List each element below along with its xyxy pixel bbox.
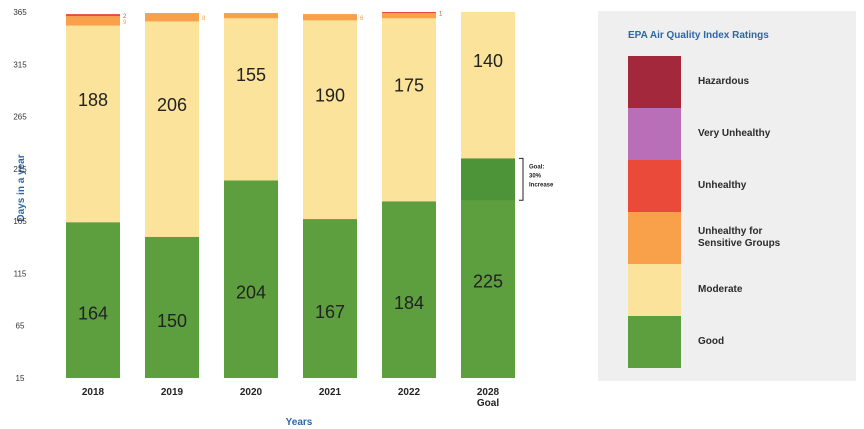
bar-segment <box>382 18 436 202</box>
bar-segment <box>382 12 436 14</box>
small-data-label: 8 <box>202 16 206 22</box>
annotation-text: 30% <box>529 173 542 179</box>
bar-segment <box>224 18 278 181</box>
y-tick-label: 15 <box>16 374 25 383</box>
bar-segment <box>145 21 199 237</box>
bar-segment <box>66 16 120 26</box>
bar-segment <box>66 25 120 223</box>
legend-label: Hazardous <box>698 75 750 87</box>
data-label: 184 <box>394 293 424 313</box>
bars: 164 188 92 150 206 8 204 155 167 190 6 184 175 1 225 14… <box>66 12 515 378</box>
goal-annotation: Goal: 30% Increase <box>519 157 554 201</box>
small-data-label: 1 <box>439 12 443 18</box>
data-label: 150 <box>157 311 187 331</box>
bar-segment <box>145 13 199 22</box>
legend-title: EPA Air Quality Index Ratings <box>628 30 769 41</box>
legend-item-unhealthy: Unhealthy <box>628 160 848 212</box>
legend-swatch <box>628 160 681 212</box>
x-tick-label: 2022 <box>398 387 421 398</box>
y-tick-label: 215 <box>13 165 27 174</box>
bar-segment <box>66 222 120 378</box>
legend-swatch <box>628 56 681 108</box>
data-label: 204 <box>236 283 266 303</box>
data-label: 188 <box>78 90 108 110</box>
bar-segment <box>382 13 436 19</box>
y-axis-ticks: 15 65 115 165 215 265 315 365 <box>13 8 27 383</box>
small-data-label: 2 <box>123 14 127 20</box>
x-tick-label: 2019 <box>161 387 184 398</box>
legend-label: Moderate <box>698 283 743 295</box>
legend-label: Very Unhealthy <box>698 127 771 139</box>
data-label: 140 <box>473 51 503 71</box>
legend-panel: EPA Air Quality Index Ratings Hazardous … <box>598 11 856 381</box>
legend-swatch <box>628 212 681 264</box>
x-tick-label: 2028 <box>477 387 500 398</box>
legend-item-unhealthy-sensitive: Unhealthy for Sensitive Groups <box>628 212 848 264</box>
y-tick-label: 165 <box>13 217 27 226</box>
y-axis-label: Days in a year <box>16 154 27 221</box>
goal-band <box>461 158 515 201</box>
data-label: 225 <box>473 272 503 292</box>
legend-label: Unhealthy <box>698 179 747 191</box>
legend-swatch <box>628 108 681 160</box>
bar-segment <box>303 14 357 21</box>
x-tick-label: Goal <box>477 398 499 409</box>
x-tick-label: 2018 <box>82 387 105 398</box>
data-label: 190 <box>315 86 345 106</box>
legend-swatch <box>628 316 681 368</box>
data-label: 175 <box>394 76 424 96</box>
y-tick-label: 115 <box>14 269 27 278</box>
goal-bracket <box>519 157 524 201</box>
legend-item-moderate: Moderate <box>628 264 848 316</box>
legend-item-good: Good <box>628 316 848 368</box>
y-tick-label: 365 <box>13 8 27 17</box>
small-data-label: 9 <box>123 20 127 26</box>
y-tick-label: 265 <box>13 113 27 122</box>
bar-segment <box>303 20 357 220</box>
annotation-text: Increase <box>529 182 554 188</box>
bar-segment <box>461 12 515 159</box>
bar-segment <box>382 201 436 378</box>
bar-segment <box>303 219 357 378</box>
bar-segment <box>145 236 199 378</box>
bar-segment <box>66 14 120 17</box>
x-tick-label: 2021 <box>319 387 342 398</box>
legend-item-very-unhealthy: Very Unhealthy <box>628 108 848 160</box>
annotation-text: Goal: <box>529 164 544 170</box>
legend-item-hazardous: Hazardous <box>628 56 848 108</box>
data-label: 206 <box>157 95 187 115</box>
bar-segment <box>224 180 278 378</box>
x-axis-label: Years <box>286 417 313 428</box>
y-tick-label: 315 <box>13 60 27 69</box>
data-label: 167 <box>315 302 345 322</box>
data-label: 155 <box>236 65 266 85</box>
legend-label: Unhealthy for Sensitive Groups <box>698 225 781 250</box>
data-label: 164 <box>78 304 108 324</box>
x-tick-label: 2020 <box>240 387 263 398</box>
bar-segment <box>224 13 278 19</box>
small-data-label: 6 <box>360 16 364 22</box>
legend-label: Good <box>698 335 725 347</box>
y-tick-label: 65 <box>16 322 25 331</box>
legend-swatch <box>628 264 681 316</box>
